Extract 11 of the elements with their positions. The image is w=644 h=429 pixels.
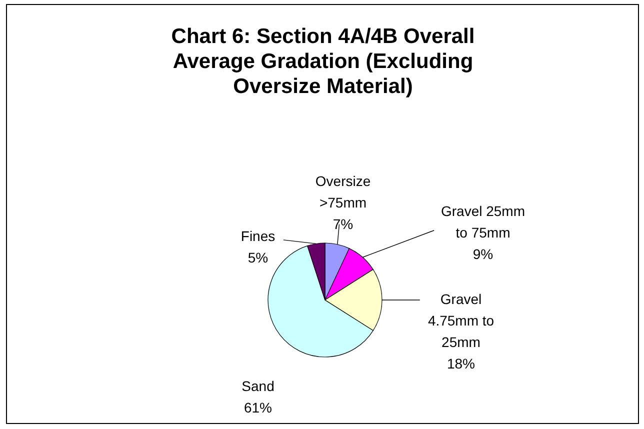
data-label: 18% [446,356,476,372]
slice-label: Gravel 25mm to 75mm [440,203,526,240]
data-label: 5% [248,250,268,266]
slice-label: Gravel 4.75mm to 25mm [428,291,494,350]
chart-title: Chart 6: Section 4A/4B Overall Average Gradation (Excluding Oversize Material) [171,25,475,98]
data-label: 9% [472,246,494,262]
slice-label: Oversize >75mm [315,173,371,210]
slice-label: Sand [242,378,274,394]
data-label: 61% [244,400,272,416]
data-label: 7% [332,216,354,232]
slice-label: Fines [240,228,276,244]
